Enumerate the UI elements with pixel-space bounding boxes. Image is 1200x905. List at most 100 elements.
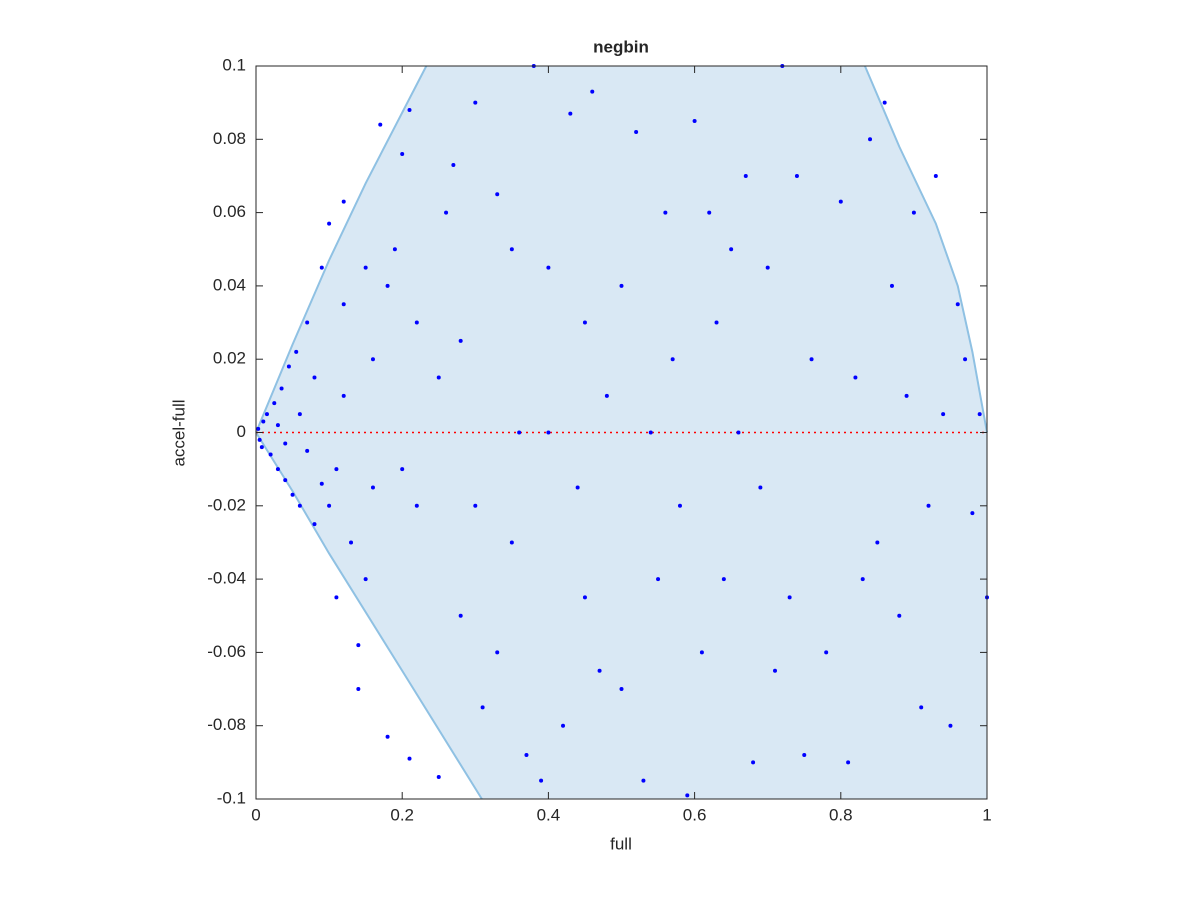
point xyxy=(721,577,726,582)
point xyxy=(955,302,960,307)
point xyxy=(259,445,264,450)
point xyxy=(407,756,412,761)
point xyxy=(480,705,485,710)
point xyxy=(294,349,299,354)
point xyxy=(897,613,902,618)
point xyxy=(356,687,361,692)
point xyxy=(634,129,639,134)
point xyxy=(385,734,390,739)
point xyxy=(495,650,500,655)
y-tick-label: 0 xyxy=(237,422,246,441)
point xyxy=(356,643,361,648)
point xyxy=(561,723,566,728)
point xyxy=(619,283,624,288)
point xyxy=(546,430,551,435)
point xyxy=(670,357,675,362)
point xyxy=(436,375,441,380)
point xyxy=(619,687,624,692)
point xyxy=(860,577,865,582)
point xyxy=(305,448,310,453)
point xyxy=(319,481,324,486)
point xyxy=(363,265,368,270)
y-tick-label: 0.04 xyxy=(213,275,246,294)
y-tick-label: 0.1 xyxy=(222,55,246,74)
point xyxy=(714,320,719,325)
x-tick-label: 0 xyxy=(251,805,260,824)
point xyxy=(736,430,741,435)
point xyxy=(268,452,273,457)
point xyxy=(264,412,269,417)
point xyxy=(882,100,887,105)
point xyxy=(297,412,302,417)
point xyxy=(312,522,317,527)
point xyxy=(794,173,799,178)
point xyxy=(575,485,580,490)
point xyxy=(385,283,390,288)
point xyxy=(663,210,668,215)
point xyxy=(414,320,419,325)
point xyxy=(970,511,975,516)
point xyxy=(370,485,375,490)
region-edge xyxy=(255,65,428,433)
point xyxy=(414,503,419,508)
point xyxy=(699,650,704,655)
point xyxy=(341,199,346,204)
point xyxy=(963,357,968,362)
point xyxy=(802,753,807,758)
point xyxy=(312,375,317,380)
x-tick-label: 1 xyxy=(982,805,991,824)
point xyxy=(904,393,909,398)
point xyxy=(370,357,375,362)
point xyxy=(495,192,500,197)
point xyxy=(919,705,924,710)
point xyxy=(824,650,829,655)
x-tick-label: 0.4 xyxy=(537,805,561,824)
point xyxy=(378,122,383,127)
point xyxy=(838,199,843,204)
point xyxy=(261,419,266,424)
point xyxy=(319,265,324,270)
x-tick-label: 0.6 xyxy=(683,805,707,824)
point xyxy=(875,540,880,545)
point xyxy=(392,247,397,252)
point xyxy=(641,778,646,783)
point xyxy=(729,247,734,252)
point xyxy=(349,540,354,545)
point xyxy=(926,503,931,508)
x-axis-label: full xyxy=(610,834,632,853)
point xyxy=(889,283,894,288)
point xyxy=(283,441,288,446)
y-tick-label: 0.06 xyxy=(213,202,246,221)
point xyxy=(539,778,544,783)
x-tick-label: 0.8 xyxy=(829,805,853,824)
point xyxy=(911,210,916,215)
point xyxy=(707,210,712,215)
point xyxy=(977,412,982,417)
point xyxy=(334,467,339,472)
point xyxy=(327,503,332,508)
point xyxy=(590,89,595,94)
point xyxy=(751,760,756,765)
y-tick-label: 0.02 xyxy=(213,349,246,368)
point xyxy=(765,265,770,270)
chart-title: negbin xyxy=(593,37,649,56)
point xyxy=(656,577,661,582)
point xyxy=(743,173,748,178)
y-tick-label: -0.02 xyxy=(207,495,246,514)
point xyxy=(458,338,463,343)
point xyxy=(509,540,514,545)
point xyxy=(941,412,946,417)
region-edge xyxy=(864,65,988,433)
point xyxy=(444,210,449,215)
point xyxy=(451,162,456,167)
point xyxy=(473,503,478,508)
point xyxy=(407,107,412,112)
y-axis-label: accel-full xyxy=(169,399,188,466)
point xyxy=(787,595,792,600)
point xyxy=(758,485,763,490)
point xyxy=(933,173,938,178)
point xyxy=(400,467,405,472)
point xyxy=(275,467,280,472)
shaded-region xyxy=(256,66,987,799)
point xyxy=(948,723,953,728)
